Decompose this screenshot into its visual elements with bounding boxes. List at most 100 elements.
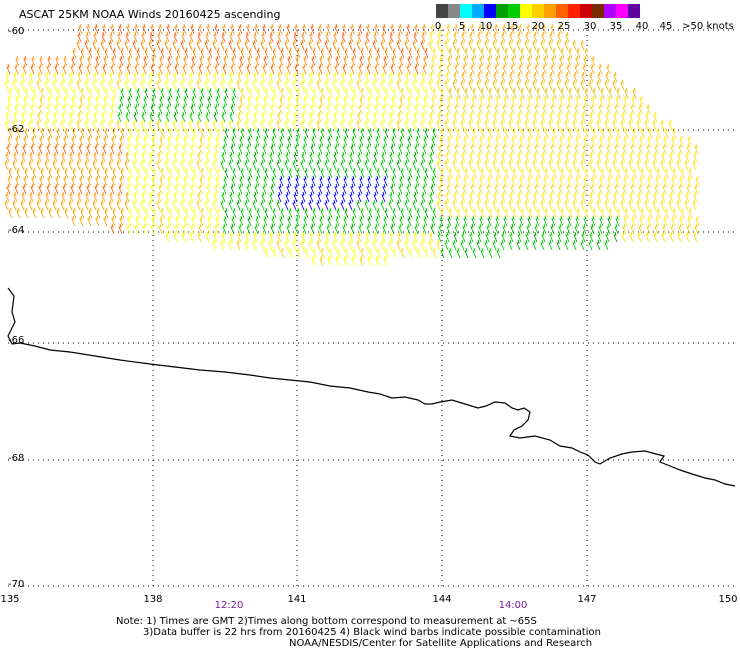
wind-barb	[287, 95, 292, 107]
wind-barb	[525, 231, 530, 243]
wind-barb	[182, 63, 187, 75]
wind-barb	[60, 79, 65, 91]
lon-label: 147	[577, 594, 597, 605]
wind-barb	[422, 63, 427, 75]
wind-barb	[572, 119, 577, 131]
wind-barb	[72, 87, 77, 99]
wind-barb	[392, 207, 397, 219]
wind-barb	[181, 231, 186, 243]
wind-barb	[573, 71, 578, 83]
wind-barb	[277, 191, 282, 203]
wind-barb	[557, 71, 562, 83]
wind-barb	[4, 119, 9, 131]
wind-barb	[695, 175, 700, 187]
wind-barb	[118, 143, 123, 155]
wind-barb	[359, 55, 364, 67]
wind-barb	[357, 71, 362, 83]
wind-barb	[260, 119, 265, 131]
wind-barb	[13, 191, 18, 203]
wind-barb	[310, 183, 315, 195]
wind-barb	[526, 223, 531, 235]
wind-barb	[191, 135, 196, 147]
wind-barb	[413, 231, 418, 243]
wind-barb	[687, 215, 692, 227]
wind-barb	[252, 239, 257, 251]
wind-barb	[558, 103, 563, 115]
wind-barb	[293, 151, 298, 163]
wind-barb	[160, 87, 165, 99]
wind-barb	[348, 119, 353, 131]
wind-barb	[254, 103, 259, 115]
note-line-1: Note: 1) Times are GMT 2)Times along bot…	[116, 616, 537, 627]
wind-barb	[638, 143, 643, 155]
wind-barb	[340, 239, 345, 251]
wind-barb	[367, 95, 372, 107]
wind-barb	[456, 87, 461, 99]
wind-barb	[198, 143, 203, 155]
wind-barb	[318, 103, 323, 115]
wind-barb	[384, 247, 389, 259]
wind-barb	[455, 175, 460, 187]
wind-barb	[405, 191, 410, 203]
wind-barb	[590, 183, 595, 195]
wind-barb	[444, 79, 449, 91]
wind-barb	[389, 71, 394, 83]
wind-barb	[428, 119, 433, 131]
wind-barb	[311, 55, 316, 67]
wind-barb	[412, 79, 417, 91]
wind-barb	[694, 183, 699, 195]
wind-barb	[694, 223, 699, 235]
wind-barb	[543, 215, 548, 227]
wind-barb	[533, 31, 538, 43]
wind-barb	[628, 159, 633, 171]
wind-barb	[181, 111, 186, 123]
wind-barb	[678, 183, 683, 195]
wind-barb	[551, 175, 556, 187]
wind-barb	[182, 223, 187, 235]
wind-barb	[207, 55, 212, 67]
wind-barb	[656, 127, 661, 139]
wind-barb	[48, 127, 53, 139]
wind-barb	[190, 143, 195, 155]
wind-barb	[438, 23, 443, 35]
wind-barb	[94, 103, 99, 115]
wind-barb	[48, 207, 53, 219]
wind-barb	[221, 191, 226, 203]
wind-barb	[660, 119, 665, 131]
wind-barb	[599, 175, 604, 187]
wind-barb	[240, 127, 245, 139]
wind-barb	[328, 47, 333, 59]
wind-barb	[495, 95, 500, 107]
wind-barb	[302, 63, 307, 75]
wind-barb	[181, 191, 186, 203]
wind-barb	[400, 87, 405, 99]
wind-barb	[167, 175, 172, 187]
wind-barb	[324, 159, 329, 171]
wind-barb	[407, 175, 412, 187]
wind-barb	[16, 127, 21, 139]
wind-barb	[293, 191, 298, 203]
wind-barb	[447, 215, 452, 227]
wind-barb	[591, 215, 596, 227]
wind-barb	[663, 135, 668, 147]
wind-barb	[176, 47, 181, 59]
wind-barb	[583, 135, 588, 147]
wind-barb	[140, 119, 145, 131]
wind-barb	[213, 71, 218, 83]
wind-barb	[518, 23, 523, 35]
wind-barb	[596, 79, 601, 91]
wind-barb	[158, 23, 163, 35]
wind-barb	[517, 111, 522, 123]
wind-barb	[119, 55, 124, 67]
wind-barb	[36, 199, 41, 211]
wind-barb	[14, 143, 19, 155]
wind-barb	[540, 239, 545, 251]
wind-barb	[453, 151, 458, 163]
wind-barb	[604, 79, 609, 91]
wind-barb	[565, 71, 570, 83]
wind-barb	[532, 39, 537, 51]
wind-barb	[488, 127, 493, 139]
wind-barb	[231, 175, 236, 187]
wind-barb	[383, 55, 388, 67]
wind-barb	[168, 127, 173, 139]
